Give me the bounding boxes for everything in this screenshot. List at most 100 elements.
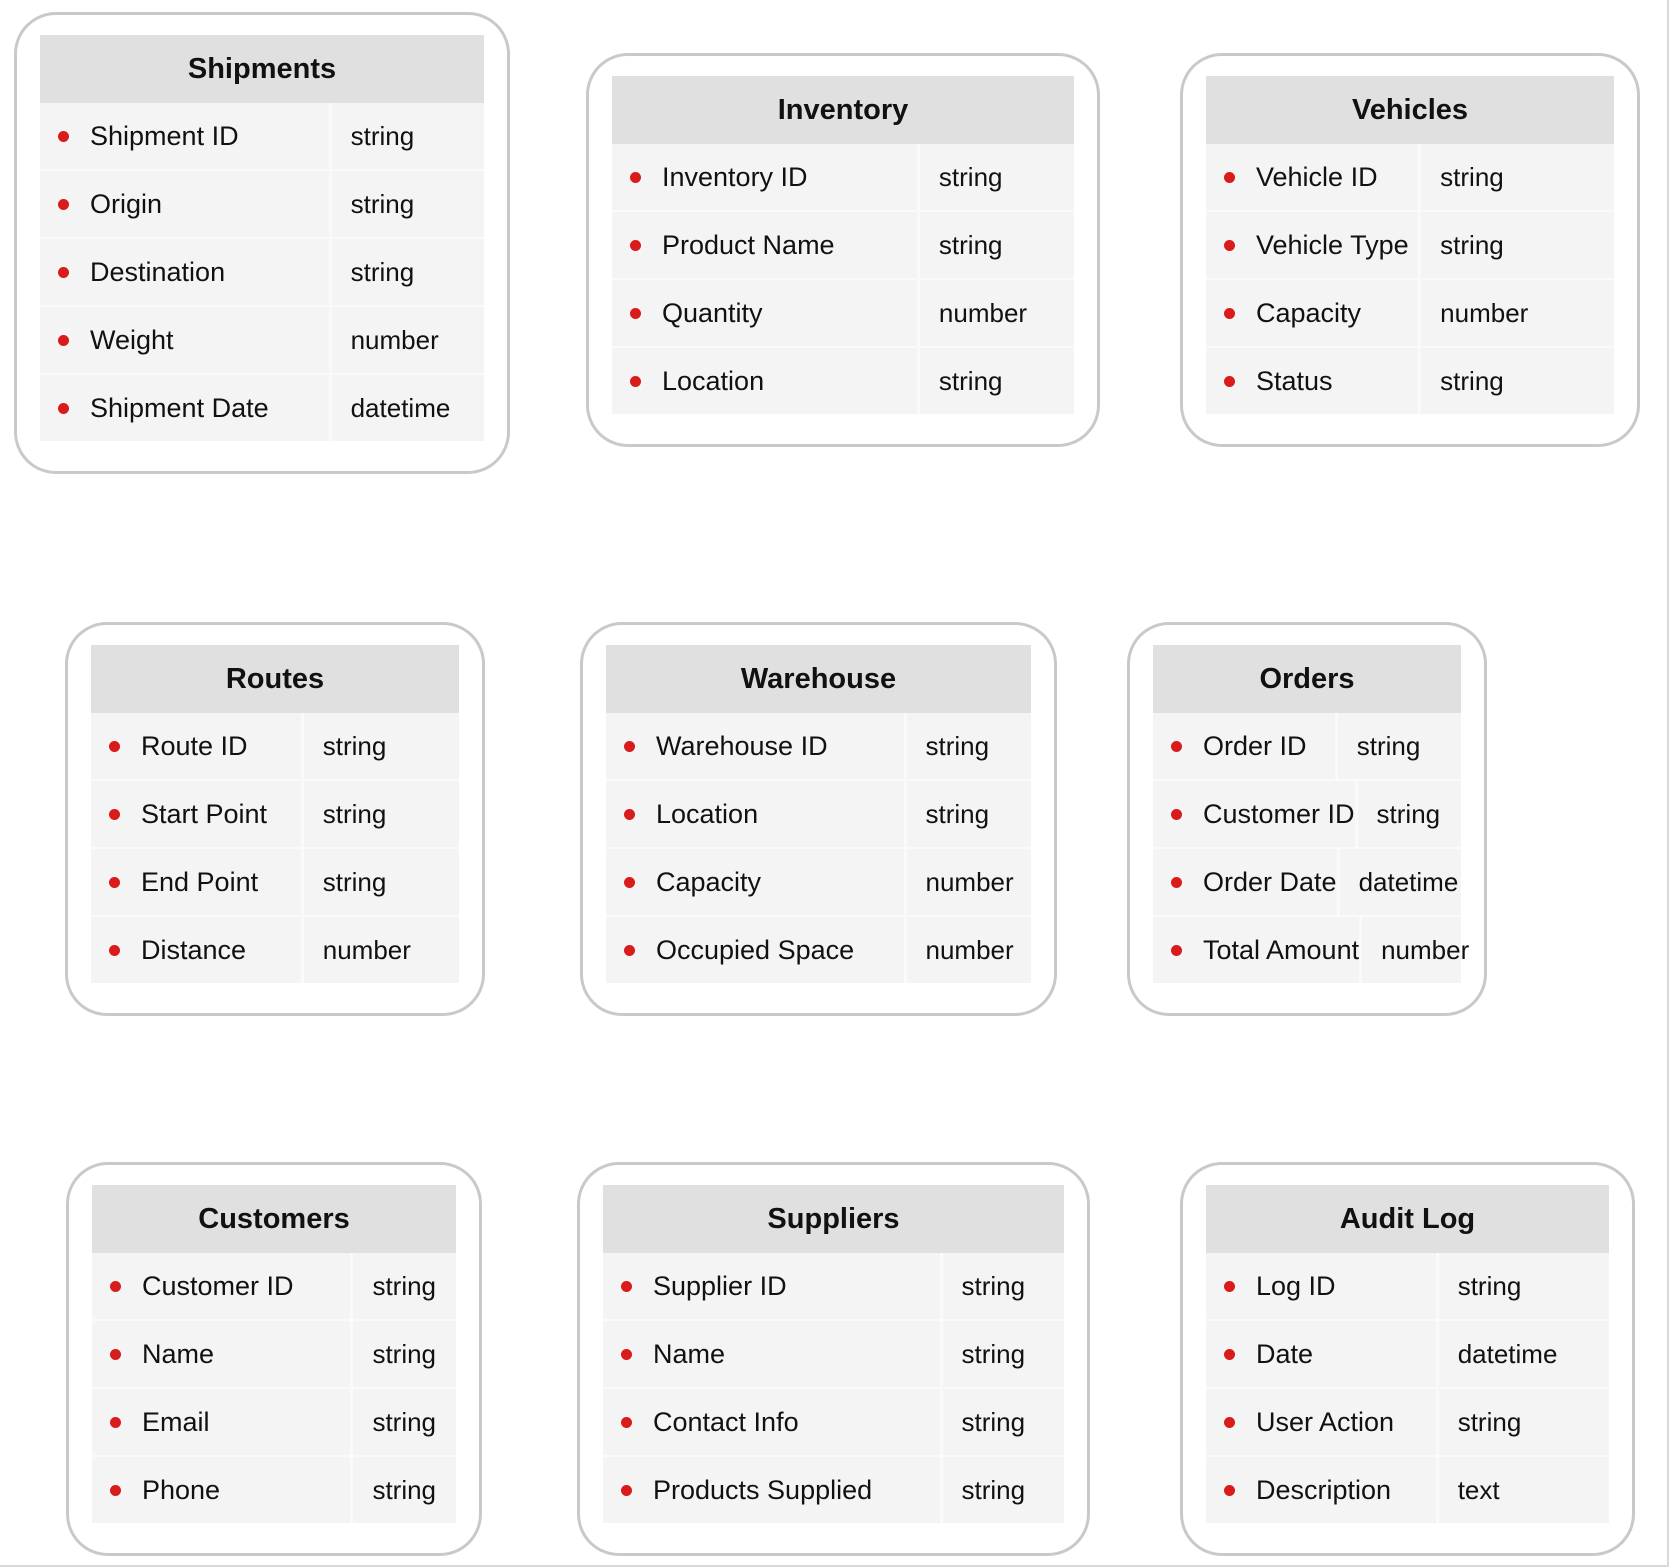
field-type: string (1440, 161, 1504, 192)
bullet-icon (1171, 944, 1182, 956)
field-type: string (350, 188, 415, 219)
bullet-icon (1224, 375, 1235, 387)
field-name: End Point (141, 866, 259, 897)
bullet-icon (630, 375, 641, 387)
field-type-cell: string (1418, 212, 1614, 278)
entity-title: Audit Log (1339, 1202, 1476, 1235)
field-type-cell: string (939, 1457, 1064, 1523)
field-row: Start Point string (91, 779, 459, 847)
field-type: string (938, 161, 1003, 192)
bullet-icon (1224, 1416, 1235, 1428)
field-name-cell: End Point (91, 849, 301, 915)
entity-card: Routes Route ID string Start Point strin… (65, 622, 485, 1016)
field-name-cell: Destination (40, 239, 329, 305)
entity-header: Orders (1153, 645, 1461, 713)
entity-body: Warehouse ID string Location string Capa… (606, 713, 1031, 983)
field-name: Quantity (662, 297, 763, 328)
bullet-icon (110, 1416, 121, 1428)
field-row: Destination string (40, 237, 484, 305)
field-name: Capacity (1256, 297, 1362, 328)
field-name: Name (142, 1338, 215, 1369)
field-type-cell: string (328, 239, 484, 305)
field-name-cell: Phone (92, 1457, 350, 1523)
field-name-cell: Occupied Space (606, 917, 904, 983)
field-name: Product Name (662, 229, 835, 260)
entity-header: Routes (91, 645, 459, 713)
field-type-cell: string (350, 1457, 456, 1523)
field-row: Origin string (40, 169, 484, 237)
field-type-cell: number (328, 307, 484, 373)
field-type-cell: string (350, 1389, 456, 1455)
field-row: Log ID string (1206, 1253, 1609, 1319)
field-row: Email string (92, 1387, 456, 1455)
bullet-icon (1224, 239, 1235, 251)
field-name-cell: Date (1206, 1321, 1436, 1387)
field-name: Supplier ID (653, 1270, 787, 1301)
field-name-cell: Start Point (91, 781, 301, 847)
field-name: Description (1256, 1474, 1392, 1505)
bullet-icon (621, 1348, 632, 1360)
bullet-icon (110, 1348, 121, 1360)
entity-body: Shipment ID string Origin string Destina… (40, 103, 484, 441)
field-row: Contact Info string (603, 1387, 1064, 1455)
field-name: Distance (141, 934, 247, 965)
bullet-icon (1171, 808, 1182, 820)
field-type-cell: number (1359, 917, 1469, 983)
field-name: Inventory ID (662, 161, 808, 192)
entity-title: Customers (198, 1202, 350, 1235)
field-type: string (961, 1474, 1026, 1505)
field-row: End Point string (91, 847, 459, 915)
field-type: string (1440, 365, 1504, 396)
field-type-cell: string (350, 1253, 456, 1319)
field-type: string (1356, 730, 1421, 761)
field-type-cell: number (1418, 280, 1614, 346)
entity-header: Shipments (40, 35, 484, 103)
field-type: number (925, 866, 1014, 897)
field-name: Occupied Space (656, 934, 855, 965)
field-name-cell: User Action (1206, 1389, 1436, 1455)
field-name-cell: Warehouse ID (606, 713, 904, 779)
field-type: number (350, 324, 439, 355)
entity-header: Customers (92, 1185, 456, 1253)
field-row: User Action string (1206, 1387, 1609, 1455)
field-name-cell: Origin (40, 171, 329, 237)
entity-body: Order ID string Customer ID string Order… (1153, 713, 1469, 983)
field-row: Route ID string (91, 713, 459, 779)
bullet-icon (109, 944, 120, 956)
entity-table: Vehicles Vehicle ID string Vehicle Type … (1206, 76, 1614, 414)
field-type-cell: number (916, 280, 1074, 346)
field-row: Shipment Date datetime (40, 373, 484, 441)
field-type-cell: datetime (328, 375, 484, 441)
field-type-cell: number (903, 917, 1032, 983)
field-type: string (961, 1406, 1026, 1437)
field-name-cell: Quantity (612, 280, 917, 346)
field-name-cell: Distance (91, 917, 301, 983)
field-type: number (322, 934, 411, 965)
bullet-icon (621, 1280, 632, 1292)
entity-card: Shipments Shipment ID string Origin stri… (14, 12, 510, 474)
field-name: Phone (142, 1474, 221, 1505)
field-row: Date datetime (1206, 1319, 1609, 1387)
field-type: string (1457, 1270, 1522, 1301)
field-name-cell: Order Date (1153, 849, 1337, 915)
entity-table: Shipments Shipment ID string Origin stri… (40, 35, 484, 441)
field-name: Status (1256, 365, 1333, 396)
field-name: Warehouse ID (656, 730, 828, 761)
field-type-cell: number (300, 917, 459, 983)
field-name-cell: Location (606, 781, 904, 847)
field-type: datetime (350, 392, 451, 423)
field-row: Total Amount number (1153, 915, 1469, 983)
bullet-icon (621, 1484, 632, 1496)
field-name: User Action (1256, 1406, 1395, 1437)
entity-card: Audit Log Log ID string Date datetime Us… (1180, 1162, 1635, 1556)
entity-table: Routes Route ID string Start Point strin… (91, 645, 459, 983)
field-type-cell: datetime (1435, 1321, 1609, 1387)
entity-card: Vehicles Vehicle ID string Vehicle Type … (1180, 53, 1640, 447)
field-name-cell: Description (1206, 1457, 1436, 1523)
field-type: string (322, 866, 387, 897)
field-type-cell: string (916, 144, 1074, 210)
field-row: Inventory ID string (612, 144, 1074, 210)
field-name: Shipment ID (90, 120, 239, 151)
entity-title: Shipments (187, 52, 337, 85)
